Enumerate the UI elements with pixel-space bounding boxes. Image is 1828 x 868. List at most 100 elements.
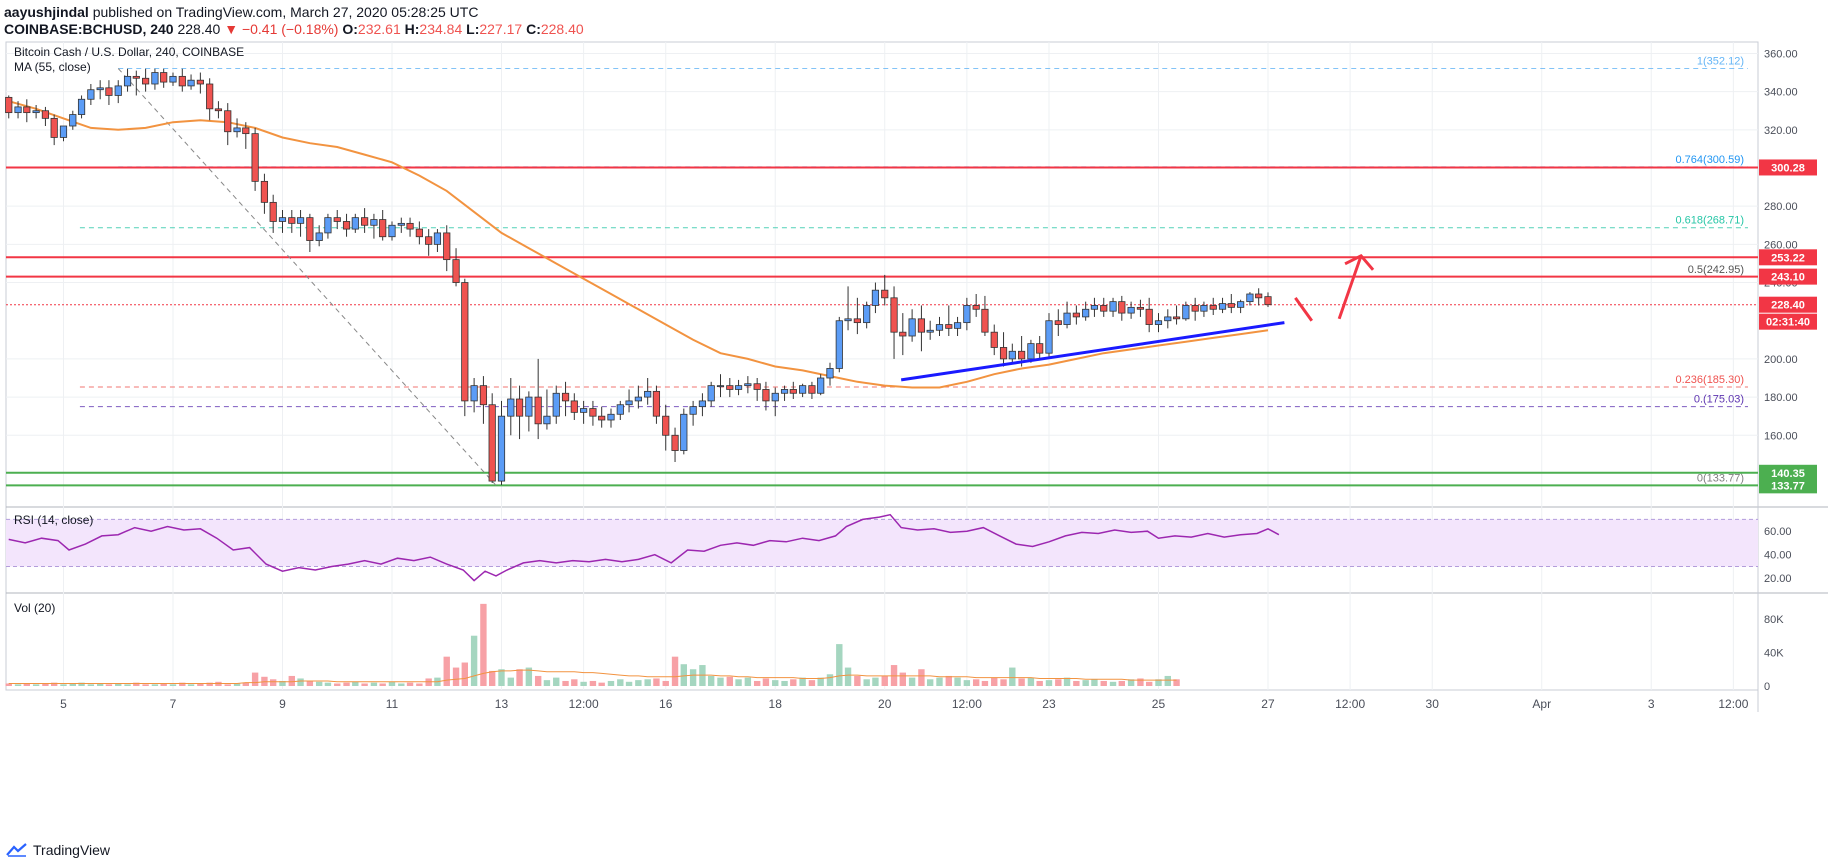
candle-body [1145,308,1153,325]
volume-bar [452,667,460,686]
volume-bar [179,682,186,686]
candle-body [443,232,451,261]
x-tick-label: 5 [60,697,67,711]
candle [680,408,688,455]
volume-bar [635,680,642,686]
candle [1264,292,1272,308]
candle [753,378,761,401]
candle [726,378,734,398]
x-tick-label: 12:00 [1335,697,1365,711]
candle [835,316,843,373]
volume-bar [50,682,58,686]
candle-body [662,415,670,436]
volume-bar [370,682,378,686]
candle [187,74,195,90]
candle [881,274,889,306]
candle-body [561,392,570,402]
volume-bar [488,670,496,686]
volume-bar [1036,680,1043,686]
candle-body [780,389,789,394]
low-value: 227.17 [479,21,523,37]
candle-body [534,396,542,425]
candle-body [288,217,296,224]
chart-canvas[interactable]: 5 7 9 11 13 12:00 16 18 20 12:00 23 25 27 12:00 30 Apr 3… [0,0,1828,840]
fib-level-label: 0.(175.03) [1694,394,1744,406]
candle [488,393,496,483]
candle-body [324,217,332,234]
candle [251,127,259,191]
candle [260,173,269,214]
candle-body [461,282,469,402]
candle [1164,309,1172,329]
y-tick-label: 360.00 [1764,48,1798,60]
volume-bar [543,680,551,686]
candle-body [1264,296,1272,306]
candle [361,208,369,233]
candle [1008,343,1016,363]
volume-bar [443,656,450,686]
candle [808,381,816,399]
brand-label: TradingView [33,842,111,858]
y-tick-label: 340.00 [1764,87,1798,99]
volume-bar [926,679,934,686]
candle-body [406,222,414,230]
candle [589,400,597,426]
volume-bar [361,683,368,686]
candle-body [196,79,204,85]
volume-legend: Vol (20) [14,601,55,615]
volume-bar [14,684,22,686]
candle-body [224,110,232,133]
y-tick-label: 200.00 [1764,354,1798,366]
volume-bar [416,683,423,686]
footer-brand[interactable]: TradingView [6,840,110,860]
low-label: L: [466,21,480,37]
volume-bar [689,669,697,686]
volume-bar [735,679,742,686]
candle-body [1164,316,1172,322]
candle-body [1082,308,1090,318]
candle-body [452,259,460,283]
candle [59,125,68,142]
candle [662,404,670,451]
tradingview-logo-icon [6,843,27,857]
candle [644,378,652,405]
candle-body [953,322,962,329]
chart-title: Bitcoin Cash / U.S. Dollar, 240, COINBAS… [14,45,244,59]
candle-body [23,106,31,114]
candle-body [269,201,277,222]
candle-body [1027,343,1035,360]
publisher-name[interactable]: aayushjindal [4,4,89,20]
volume-bar [1045,680,1053,686]
candle-body [425,236,433,245]
candle-body [59,125,68,138]
candle-body [634,396,642,402]
volume-bar [991,677,998,686]
volume-bar [680,664,687,686]
candle-body [14,106,22,114]
candle-body [315,232,323,241]
candle-body [123,75,132,87]
candle [5,95,13,119]
bearish-arrow [1294,296,1314,322]
candle [242,122,250,149]
volume-bar [717,677,724,686]
candle-body [251,133,259,182]
volume-bar [918,669,925,686]
candle [1063,301,1071,329]
candle [1191,297,1199,321]
candle [1136,299,1145,317]
volume-bar [607,680,615,686]
volume-bar [406,682,414,686]
candle-body [1036,343,1044,354]
candle [935,316,944,336]
candle-body [616,404,624,415]
candle-body [689,406,697,415]
price-badge-label: 228.40 [1771,300,1805,312]
candle-body [1246,293,1254,303]
volume-tick-label: 0 [1764,681,1770,693]
candle-body [899,331,907,337]
candle-body [844,318,852,322]
candle [844,286,852,331]
candle-body [50,117,58,138]
volume-bar [534,675,542,686]
